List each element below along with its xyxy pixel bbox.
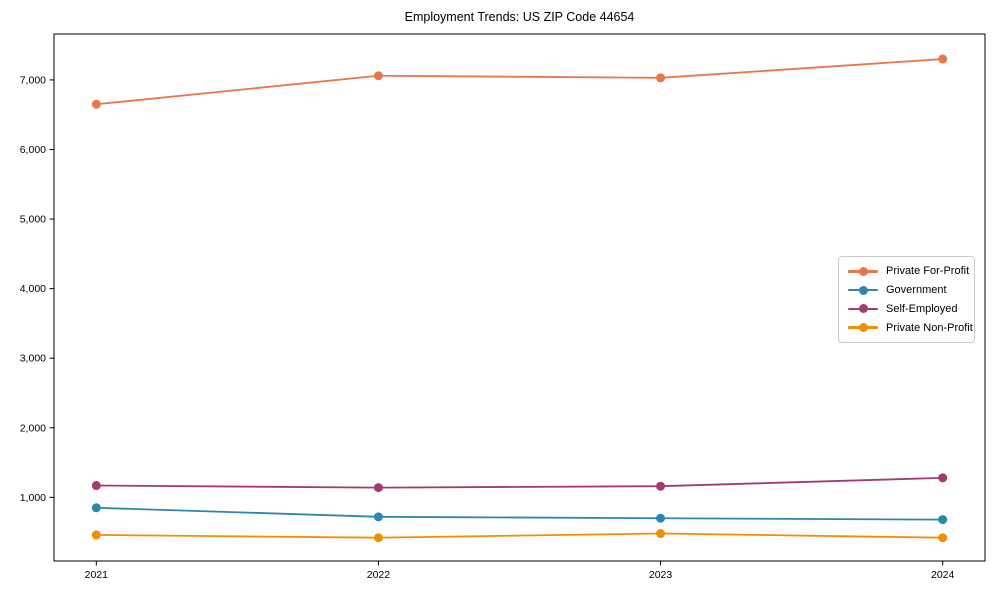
y-tick-label: 1,000	[20, 492, 46, 504]
plot-border	[53, 33, 986, 562]
legend-swatch	[848, 266, 878, 276]
y-tick-label: 7,000	[20, 74, 46, 86]
legend-swatch	[848, 304, 878, 314]
y-tick-label: 2,000	[20, 422, 46, 434]
chart-title: Employment Trends: US ZIP Code 44654	[404, 10, 635, 24]
legend-item: Private Non-Profit	[848, 318, 973, 337]
data-point-government	[938, 515, 948, 525]
legend-item: Private For-Profit	[848, 262, 970, 281]
x-tick-label: 2021	[85, 569, 109, 581]
series-line-government	[95, 506, 944, 521]
data-point-private-non-profit	[656, 529, 666, 539]
y-tick-label: 4,000	[20, 283, 46, 295]
y-tick-label: 5,000	[20, 214, 46, 226]
data-point-government	[91, 503, 101, 513]
legend-swatch	[848, 323, 878, 333]
series-line-private-for-profit	[95, 58, 944, 106]
data-point-government	[656, 513, 666, 523]
y-tick-label: 3,000	[20, 353, 46, 365]
legend-item-label: Private For-Profit	[886, 265, 970, 278]
data-point-government	[373, 512, 383, 522]
data-point-private-non-profit	[938, 533, 948, 543]
chart-legend: Private For-Profit Government Self-Employe…	[838, 256, 975, 343]
legend-item: Self-Employed	[848, 300, 967, 319]
data-point-self-employed	[938, 473, 948, 483]
legend-marker-icon	[858, 323, 868, 333]
data-point-private-non-profit	[91, 530, 101, 540]
x-tick-label: 2023	[649, 569, 673, 581]
legend-marker-icon	[858, 304, 868, 314]
data-point-private-for-profit	[91, 99, 101, 109]
legend-item-label: Government	[886, 284, 947, 297]
data-point-private-for-profit	[938, 54, 948, 64]
y-tick-label: 6,000	[20, 144, 46, 156]
legend-marker-icon	[858, 266, 868, 276]
legend-swatch	[848, 285, 878, 295]
x-tick-label: 2022	[367, 569, 391, 581]
data-point-self-employed	[91, 481, 101, 491]
legend-item-label: Private Non-Profit	[886, 321, 973, 334]
data-point-private-for-profit	[656, 73, 666, 83]
data-point-private-for-profit	[373, 71, 383, 81]
legend-item: Government	[848, 281, 967, 300]
data-point-self-employed	[373, 483, 383, 493]
series-line-private-non-profit	[95, 532, 944, 539]
data-point-self-employed	[656, 481, 666, 491]
series-line-self-employed	[95, 476, 944, 489]
x-tick-label: 2024	[931, 569, 955, 581]
data-point-private-non-profit	[373, 533, 383, 543]
legend-item-label: Self-Employed	[886, 302, 958, 315]
legend-marker-icon	[858, 285, 868, 295]
